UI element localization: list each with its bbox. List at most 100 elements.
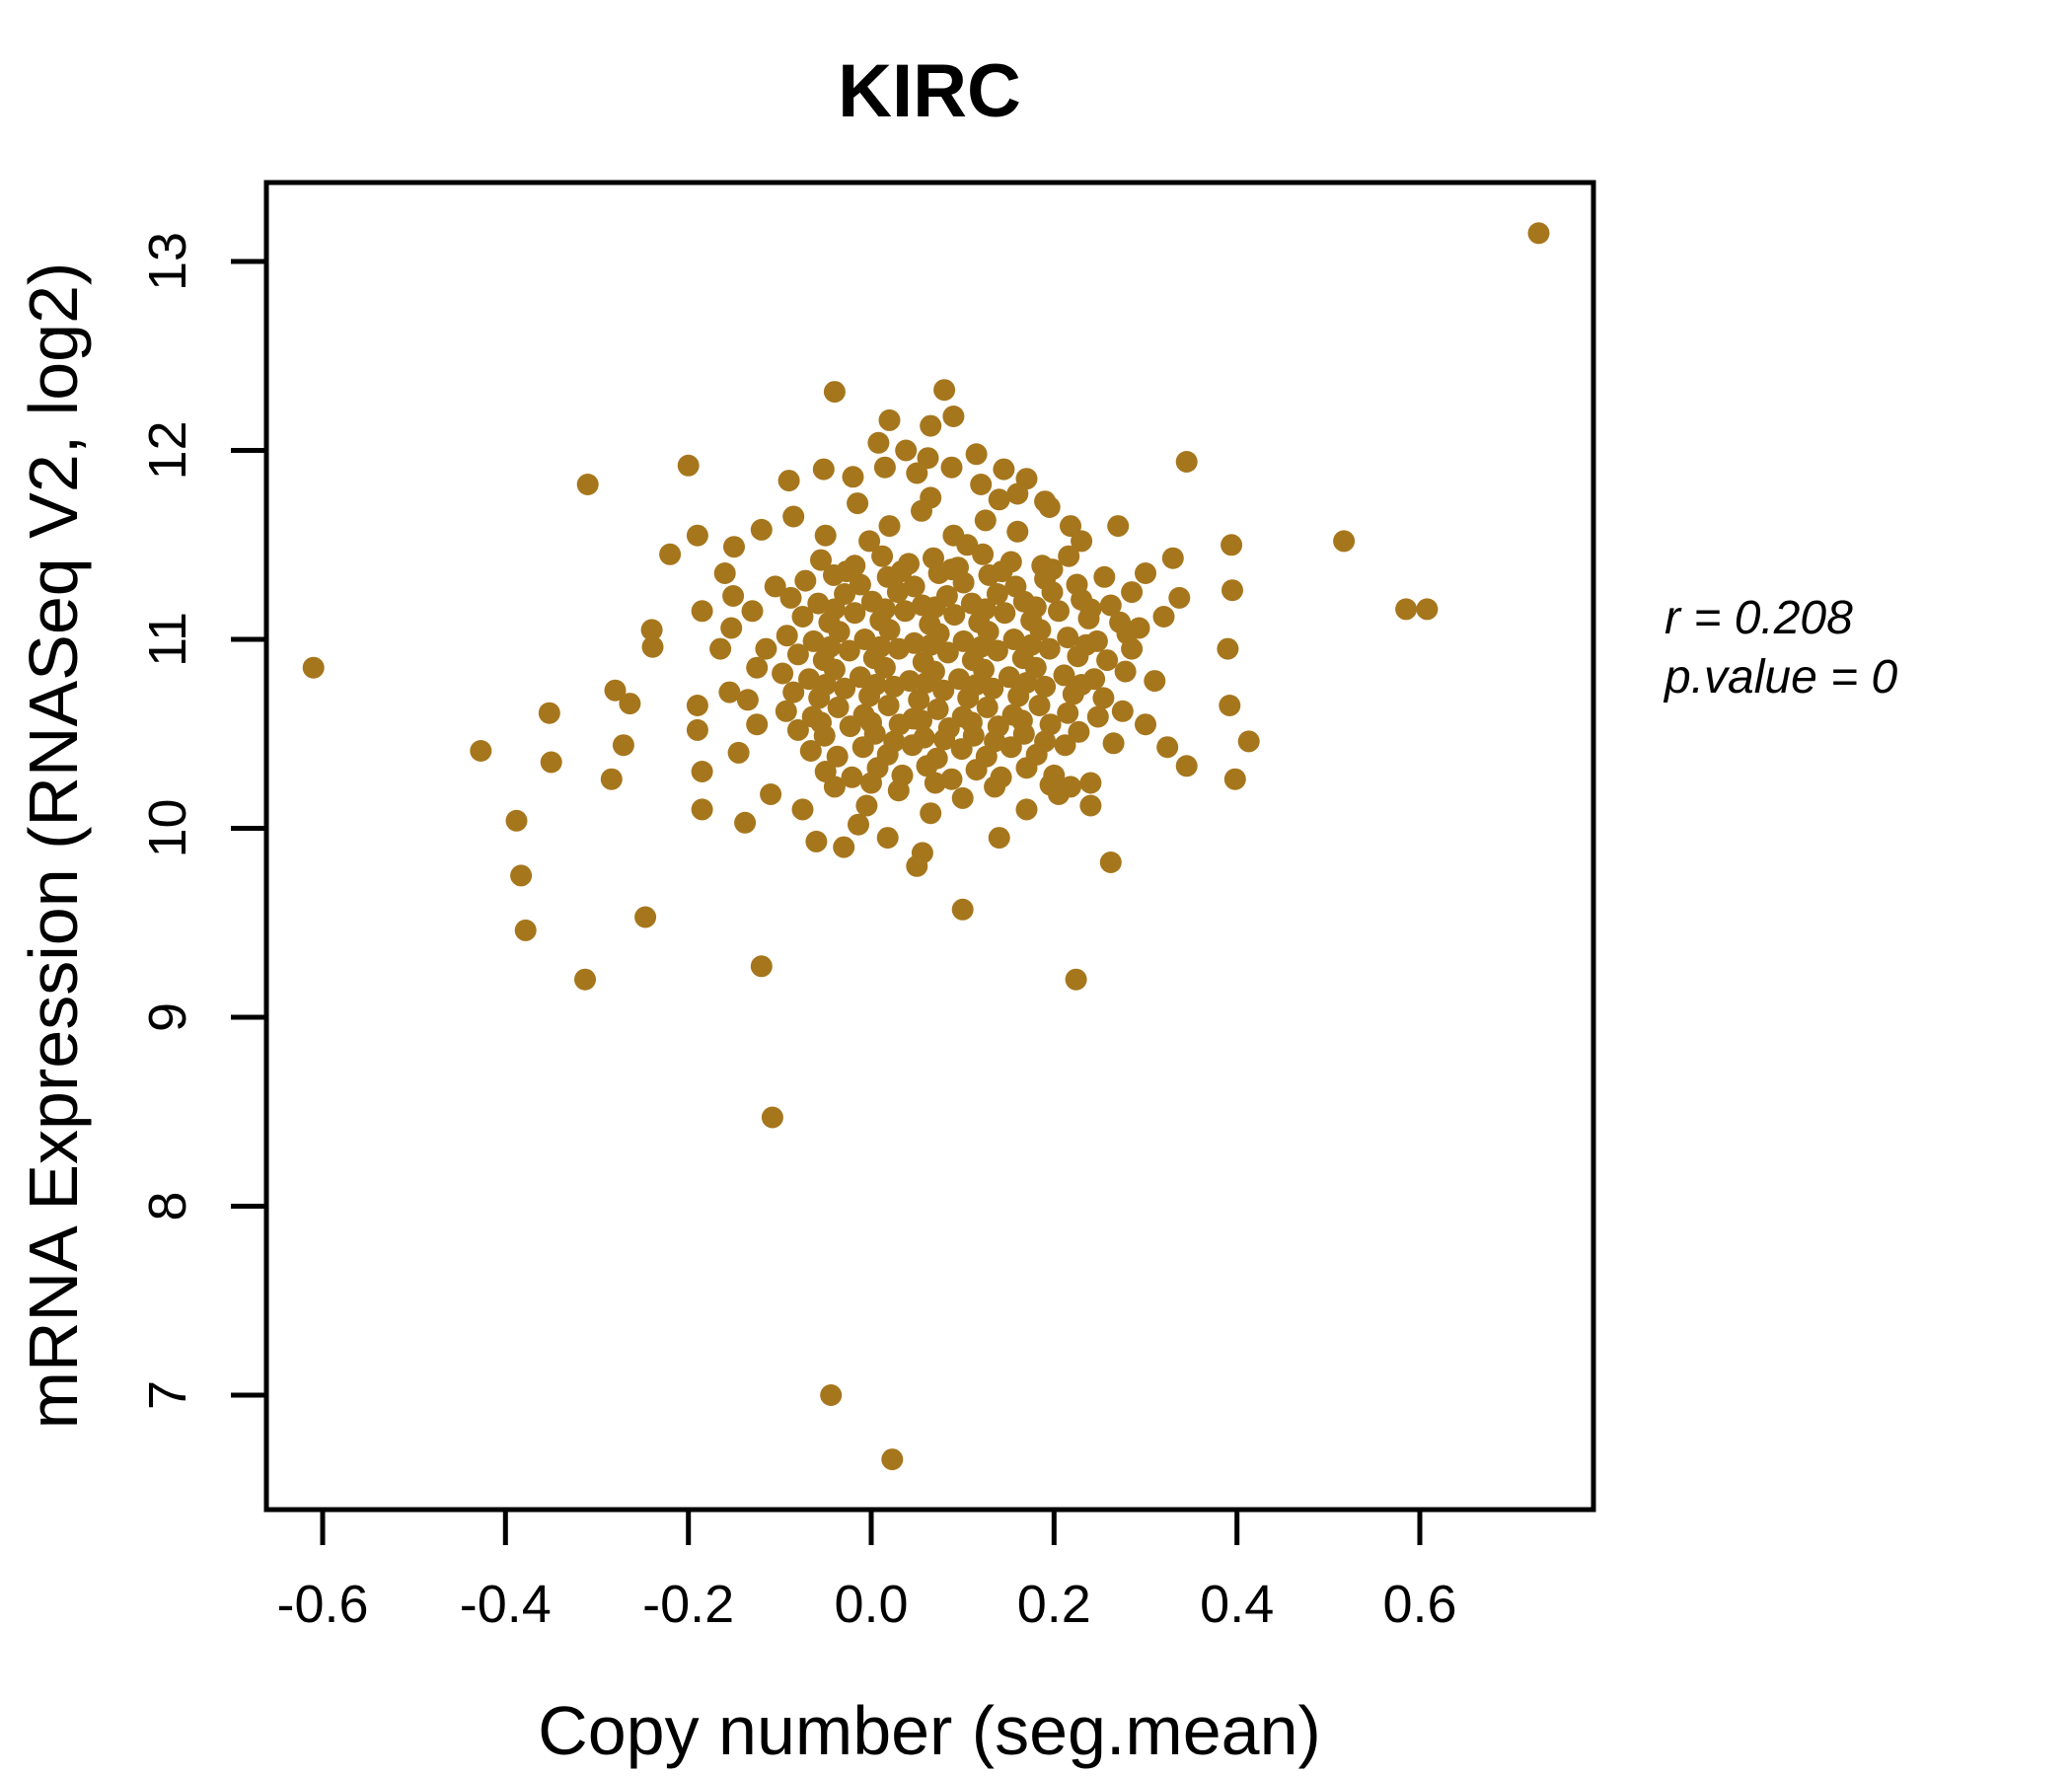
data-point xyxy=(1079,598,1102,621)
x-tick-label: 0.6 xyxy=(1382,1575,1456,1634)
data-point xyxy=(936,641,959,664)
data-point xyxy=(867,431,890,454)
data-point xyxy=(510,864,533,887)
data-point xyxy=(991,560,1013,583)
data-point xyxy=(1096,649,1119,672)
data-point xyxy=(926,698,949,720)
data-point xyxy=(1099,851,1122,873)
data-point xyxy=(942,406,965,427)
data-point xyxy=(1395,598,1418,621)
data-point xyxy=(1161,547,1184,569)
data-point xyxy=(814,674,837,696)
data-point xyxy=(847,492,869,515)
data-point xyxy=(1144,670,1166,693)
data-point xyxy=(799,740,822,762)
data-point xyxy=(876,827,899,850)
data-point xyxy=(1079,772,1102,794)
data-point xyxy=(1034,730,1057,753)
data-point xyxy=(713,562,736,584)
data-point xyxy=(782,505,805,528)
data-point xyxy=(841,766,863,788)
data-point xyxy=(810,711,832,734)
data-point xyxy=(760,783,782,805)
data-point xyxy=(903,575,925,598)
data-point xyxy=(1002,629,1025,650)
data-point xyxy=(734,811,757,834)
x-axis-title: Copy number (seg.mean) xyxy=(538,1692,1321,1769)
data-point xyxy=(1114,660,1137,683)
data-point xyxy=(1099,594,1122,617)
data-point xyxy=(777,470,800,492)
data-point xyxy=(807,592,830,615)
data-point xyxy=(779,586,802,609)
data-point xyxy=(1020,633,1043,656)
data-point xyxy=(1006,520,1029,543)
data-point xyxy=(984,776,1006,798)
data-point xyxy=(982,677,1004,700)
data-point xyxy=(1221,579,1243,602)
data-point xyxy=(686,695,708,716)
data-point xyxy=(906,462,928,484)
data-point xyxy=(932,679,955,702)
data-point xyxy=(1057,627,1079,649)
data-point xyxy=(917,447,939,470)
y-tick-label: 9 xyxy=(138,1002,197,1032)
x-tick-label: -0.4 xyxy=(460,1575,552,1634)
data-point xyxy=(965,443,988,466)
y-tick-label: 11 xyxy=(138,612,197,667)
data-point xyxy=(805,830,828,852)
data-point xyxy=(1074,633,1097,656)
data-point xyxy=(920,414,942,437)
data-point xyxy=(972,543,995,565)
data-point xyxy=(1038,637,1061,660)
data-point xyxy=(718,681,741,703)
data-point xyxy=(1015,468,1038,490)
data-point xyxy=(823,381,846,404)
y-tick-label: 13 xyxy=(138,232,197,291)
data-point xyxy=(984,730,1006,753)
data-point xyxy=(933,379,956,402)
data-point xyxy=(986,583,1008,605)
data-point xyxy=(1054,734,1076,757)
data-point xyxy=(952,629,975,652)
data-point xyxy=(1057,702,1079,724)
data-point xyxy=(1071,674,1093,696)
data-point xyxy=(691,761,713,782)
data-point xyxy=(965,759,988,781)
data-point xyxy=(838,639,860,662)
data-point xyxy=(826,745,849,768)
data-point xyxy=(1156,736,1179,759)
data-point xyxy=(860,772,882,794)
data-point xyxy=(612,734,634,757)
x-axis: -0.6 -0.4 -0.2 0.0 0.2 0.4 0.6 xyxy=(276,1510,1457,1634)
data-point xyxy=(1039,713,1062,736)
data-point xyxy=(1053,664,1075,687)
data-point xyxy=(538,702,560,724)
data-point xyxy=(514,919,537,941)
data-point xyxy=(691,798,713,821)
data-point xyxy=(864,674,887,696)
data-point xyxy=(576,474,599,495)
data-point xyxy=(940,456,963,479)
data-point xyxy=(994,602,1016,625)
data-point xyxy=(999,736,1022,759)
data-point xyxy=(772,662,794,685)
data-point xyxy=(723,536,745,558)
data-point xyxy=(883,675,906,698)
data-point xyxy=(858,530,881,553)
data-point xyxy=(951,786,974,809)
data-point xyxy=(940,768,963,790)
data-point xyxy=(1028,695,1051,716)
y-axis: 7 8 9 10 11 12 13 xyxy=(138,232,266,1410)
data-point xyxy=(641,635,664,658)
data-point xyxy=(855,794,878,817)
data-point xyxy=(888,713,911,736)
data-point xyxy=(820,1384,843,1406)
data-point xyxy=(1135,713,1156,736)
data-point xyxy=(877,695,900,716)
data-point xyxy=(764,575,786,598)
x-tick-label: -0.6 xyxy=(276,1575,368,1634)
data-point xyxy=(851,736,874,759)
data-point xyxy=(1219,695,1241,716)
data-point xyxy=(933,728,956,751)
